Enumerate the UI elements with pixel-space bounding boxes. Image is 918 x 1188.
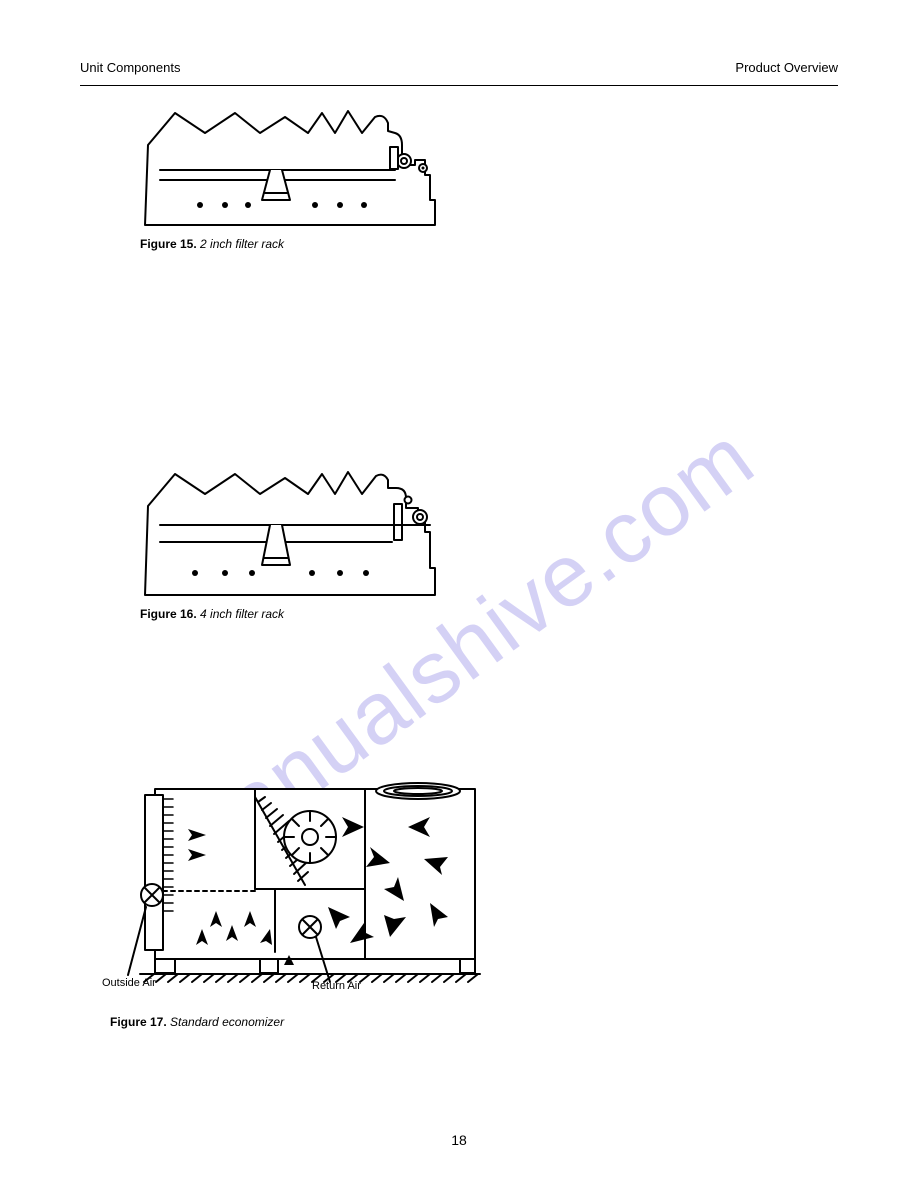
figure-17-caption: Figure 17. Standard economizer	[110, 1014, 510, 1031]
figure-17-text: Standard economizer	[170, 1015, 284, 1029]
filter-rack-4in-diagram	[140, 470, 440, 600]
figure-15-title: Figure 15.	[140, 237, 197, 251]
filter-rack-2in-diagram	[140, 105, 440, 230]
figure-15-text: 2 inch filter rack	[200, 237, 284, 251]
figure-17-title: Figure 17.	[110, 1015, 167, 1029]
figure-16-container: Figure 16. 4 inch filter rack	[140, 470, 450, 623]
page-number: 18	[0, 1132, 918, 1148]
economizer-diagram	[110, 777, 490, 992]
label-return-air: Return Air	[312, 980, 361, 992]
figure-16-title: Figure 16.	[140, 607, 197, 621]
figure-15-caption: Figure 15. 2 inch filter rack	[140, 236, 450, 253]
figure-17-container: Outside Air Return Air Figure 17. Standa…	[110, 777, 510, 1031]
header-rule	[80, 85, 838, 86]
header-left: Unit Components	[80, 60, 180, 75]
header-right: Product Overview	[735, 60, 838, 75]
figure-16-text: 4 inch filter rack	[200, 607, 284, 621]
figure-16-caption: Figure 16. 4 inch filter rack	[140, 606, 450, 623]
figure-15-container: Figure 15. 2 inch filter rack	[140, 105, 450, 253]
page: Unit Components Product Overview manuals…	[0, 0, 918, 1188]
label-outside-air: Outside Air	[102, 977, 156, 989]
